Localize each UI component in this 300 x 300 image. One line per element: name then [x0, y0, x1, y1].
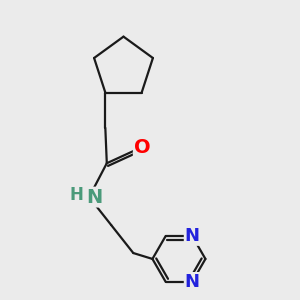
Text: N: N — [185, 227, 200, 245]
Text: H: H — [70, 186, 84, 204]
Text: N: N — [185, 273, 200, 291]
Text: O: O — [134, 137, 150, 157]
Text: N: N — [86, 188, 103, 207]
